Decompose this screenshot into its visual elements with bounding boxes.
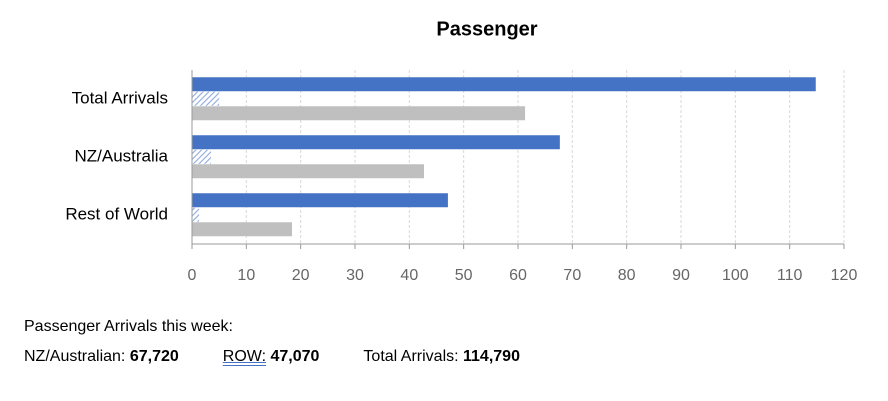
x-tick-label: 110: [777, 267, 803, 284]
footer-label: ROW:: [222, 348, 267, 365]
x-tick-label: 40: [400, 267, 418, 284]
category-label: NZ/Australia: [74, 146, 168, 165]
x-tick-label: 10: [237, 267, 255, 284]
bar: [192, 77, 816, 92]
footer-item: ROW: 47,070: [223, 348, 320, 366]
category-label: Total Arrivals: [72, 88, 168, 107]
bar: [192, 91, 220, 106]
x-tick-label: 70: [563, 267, 581, 284]
footer-heading: Passenger Arrivals this week:: [24, 318, 233, 335]
footer-item: NZ/Australian: 67,720: [24, 348, 179, 366]
x-tick-label: 20: [292, 267, 310, 284]
bar: [192, 149, 212, 164]
bar: [192, 164, 425, 179]
x-tick-label: 100: [722, 267, 749, 284]
chart-title: Passenger: [436, 18, 537, 40]
footer-item: Total Arrivals: 114,790: [363, 348, 520, 366]
category-label: Rest of World: [65, 204, 168, 223]
footer-label: NZ/Australian:: [24, 348, 126, 365]
x-tick-label: 50: [455, 267, 473, 284]
x-tick-label: 60: [509, 267, 527, 284]
footer-value: 47,070: [270, 348, 320, 365]
footer: Passenger Arrivals this week: NZ/Austral…: [24, 318, 564, 366]
chart: Passenger 0 10 20 30 40 50 60 70 80 90 100 110 120 To…: [65, 18, 858, 284]
bar: [192, 207, 200, 222]
bar: [192, 222, 292, 237]
x-tick-label: 0: [188, 267, 197, 284]
bar: [192, 135, 560, 150]
bar: [192, 106, 526, 121]
x-tick-label: 30: [346, 267, 364, 284]
x-tick-label: 120: [831, 267, 858, 284]
bar: [192, 193, 448, 208]
x-tick-label: 80: [618, 267, 636, 284]
footer-items: NZ/Australian: 67,720 ROW: 47,070 Total Ar…: [24, 348, 564, 366]
footer-value: 67,720: [129, 348, 179, 365]
footer-value: 114,790: [463, 348, 520, 365]
footer-label: Total Arrivals:: [363, 348, 459, 365]
x-tick-label: 90: [672, 267, 690, 284]
